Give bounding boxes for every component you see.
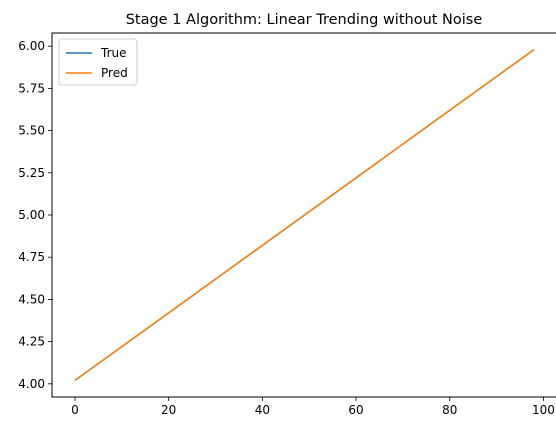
series-line-pred xyxy=(74,48,535,382)
x-tick-label: 0 xyxy=(71,403,79,417)
x-axis: 0 20 40 60 80 100 xyxy=(71,397,555,417)
legend: True Pred xyxy=(58,38,138,86)
x-tick-label: 20 xyxy=(161,403,176,417)
x-tick-label: 40 xyxy=(255,403,270,417)
y-tick-label: 4.25 xyxy=(18,335,45,349)
y-tick-label: 4.50 xyxy=(18,292,45,306)
y-tick-label: 6.00 xyxy=(18,39,45,53)
series-layer xyxy=(74,48,535,382)
chart-title: Stage 1 Algorithm: Linear Trending witho… xyxy=(126,12,483,28)
y-tick-label: 4.00 xyxy=(18,377,45,391)
legend-label-pred: Pred xyxy=(101,66,128,80)
y-tick-label: 5.75 xyxy=(18,81,45,95)
y-tick-label: 5.50 xyxy=(18,124,45,138)
y-tick-label: 5.00 xyxy=(18,208,45,222)
x-tick-label: 60 xyxy=(348,403,363,417)
y-tick-label: 4.75 xyxy=(18,250,45,264)
legend-label-true: True xyxy=(100,46,127,60)
y-tick-label: 5.25 xyxy=(18,166,45,180)
x-tick-label: 80 xyxy=(442,403,457,417)
y-axis: 4.00 4.25 4.50 4.75 5.00 5.25 5.50 5.75 6.00 xyxy=(18,39,52,391)
x-tick-label: 100 xyxy=(532,403,555,417)
